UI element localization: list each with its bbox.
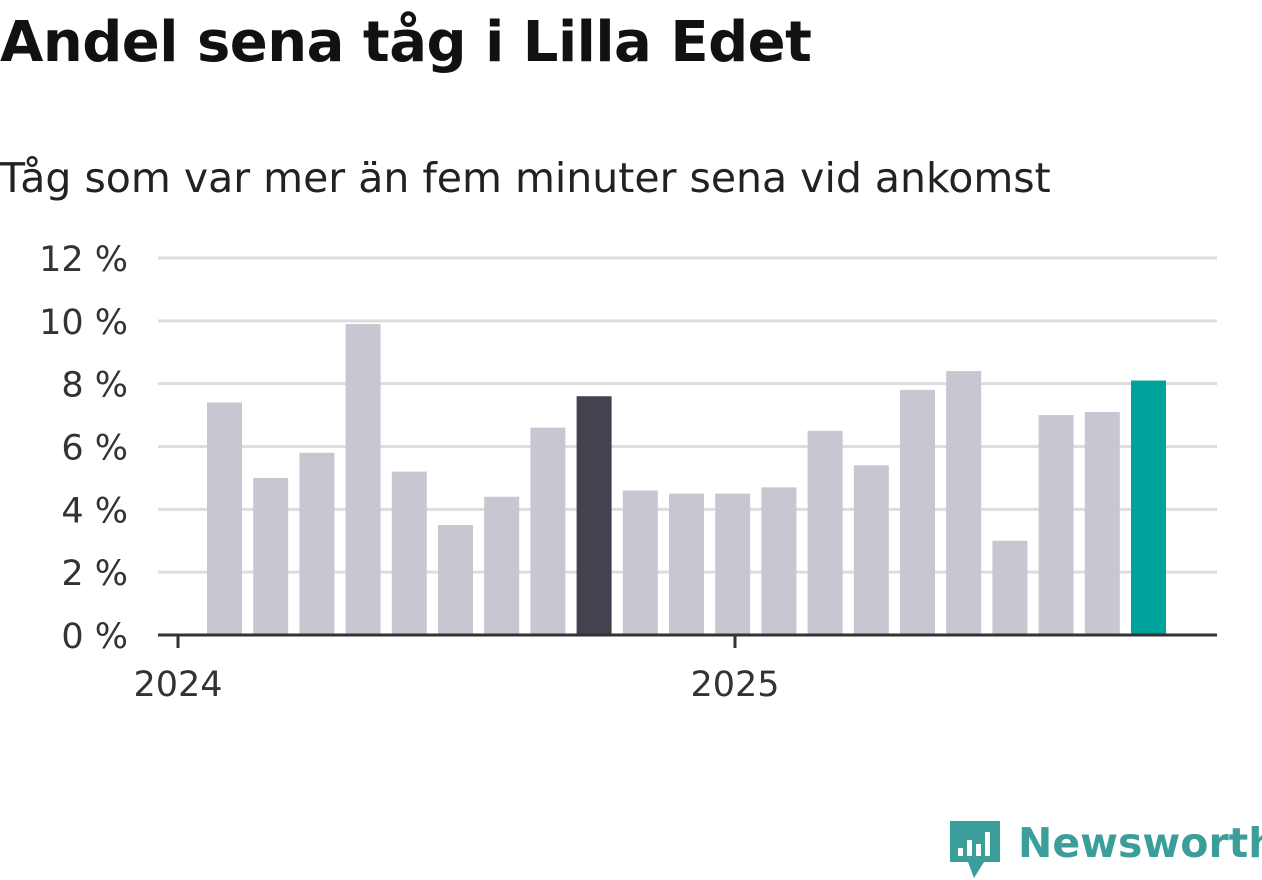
bar-2024-03 — [253, 477, 289, 635]
bar-2025-01 — [715, 493, 751, 635]
x-tick-label: 2025 — [690, 665, 779, 705]
bar-2024-02 — [207, 402, 242, 635]
y-tick-label: 12 % — [39, 240, 128, 280]
bar-2024-09 — [530, 427, 566, 635]
bar-2025-10 — [1131, 380, 1166, 635]
bar-chart-logo-icon — [950, 821, 1000, 878]
bar-2025-02 — [761, 487, 797, 635]
bar-2024-04 — [299, 452, 335, 635]
bar-2025-09 — [1084, 411, 1120, 635]
bar-2024-12 — [669, 493, 704, 635]
bar-2025-06 — [946, 371, 982, 635]
bar-2024-06 — [391, 471, 427, 635]
bar-2024-11 — [622, 490, 658, 635]
bar-2025-07 — [992, 540, 1028, 635]
y-tick-label: 2 % — [61, 554, 128, 594]
y-tick-label: 6 % — [61, 429, 128, 469]
bar-2025-08 — [1038, 415, 1074, 635]
y-tick-label: 4 % — [61, 491, 128, 531]
chart-subtitle: Tåg som var mer än fem minuter sena vid … — [0, 154, 1051, 202]
bar-2024-05 — [345, 323, 381, 635]
y-tick-label: 10 % — [39, 303, 128, 343]
bar-2024-07 — [438, 525, 473, 635]
newsworthy-logo: Newsworthy — [950, 818, 1262, 880]
x-tick-label: 2024 — [133, 665, 222, 705]
bar-2025-05 — [900, 389, 935, 635]
y-tick-label: 8 % — [61, 366, 128, 406]
bar-2025-04 — [853, 465, 889, 635]
bar-2024-08 — [484, 496, 520, 635]
y-tick-label: 0 % — [61, 617, 128, 657]
brand-name: Newsworthy — [1018, 819, 1262, 867]
bar-2025-03 — [807, 430, 843, 635]
chart-title: Andel sena tåg i Lilla Edet — [0, 10, 812, 75]
bar-2024-10 — [576, 396, 612, 635]
